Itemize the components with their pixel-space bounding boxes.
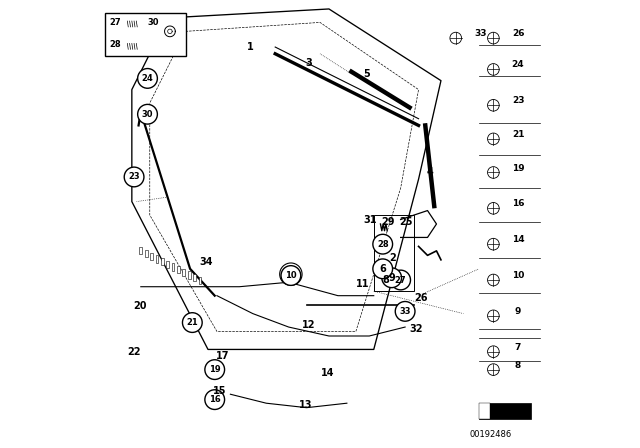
- Bar: [172, 263, 175, 271]
- Circle shape: [182, 313, 202, 332]
- Bar: [188, 271, 191, 279]
- Circle shape: [450, 32, 461, 44]
- Bar: [198, 277, 202, 284]
- Text: 30: 30: [148, 17, 159, 26]
- Circle shape: [488, 310, 499, 322]
- Circle shape: [488, 133, 499, 145]
- Circle shape: [488, 202, 499, 214]
- Circle shape: [138, 104, 157, 124]
- Text: 10: 10: [512, 271, 524, 280]
- Bar: [156, 255, 158, 263]
- Text: 5: 5: [364, 69, 371, 79]
- Text: 33: 33: [474, 29, 486, 38]
- Text: 15: 15: [213, 386, 227, 396]
- Text: 9: 9: [515, 307, 521, 316]
- Circle shape: [488, 167, 499, 178]
- Circle shape: [488, 32, 499, 44]
- Bar: [177, 266, 180, 273]
- Text: 10: 10: [285, 271, 297, 280]
- Text: 27: 27: [109, 17, 121, 26]
- Bar: [145, 250, 148, 257]
- Circle shape: [124, 167, 144, 187]
- Text: 23: 23: [128, 172, 140, 181]
- Circle shape: [391, 270, 410, 290]
- Text: 34: 34: [199, 257, 212, 267]
- Text: 16: 16: [512, 199, 524, 208]
- Text: 2: 2: [389, 253, 396, 263]
- Text: 29: 29: [381, 217, 395, 227]
- Circle shape: [373, 259, 392, 279]
- Text: 25: 25: [399, 217, 413, 227]
- Text: 6: 6: [380, 264, 386, 274]
- Text: 30: 30: [142, 110, 153, 119]
- Text: 8: 8: [383, 275, 390, 285]
- Bar: [140, 247, 142, 254]
- Text: 16: 16: [209, 395, 221, 404]
- Text: 21: 21: [512, 130, 524, 139]
- Text: 26: 26: [512, 29, 524, 38]
- Bar: [182, 269, 185, 276]
- Text: 14: 14: [321, 368, 335, 378]
- Circle shape: [281, 266, 301, 285]
- Text: 32: 32: [410, 324, 423, 334]
- Circle shape: [488, 274, 499, 286]
- Text: 13: 13: [299, 400, 312, 410]
- Text: 9: 9: [388, 273, 395, 283]
- Circle shape: [488, 64, 499, 75]
- Text: 28: 28: [377, 240, 388, 249]
- Text: 26: 26: [414, 293, 428, 303]
- Bar: [150, 253, 153, 260]
- Text: 8: 8: [515, 361, 521, 370]
- Text: 7: 7: [515, 343, 521, 352]
- Bar: [479, 403, 490, 419]
- Text: 31: 31: [364, 215, 377, 224]
- Text: 17: 17: [216, 351, 230, 361]
- Circle shape: [280, 263, 302, 285]
- Text: 33: 33: [399, 307, 411, 316]
- Text: 22: 22: [127, 347, 141, 357]
- Text: 00192486: 00192486: [469, 430, 511, 439]
- Circle shape: [488, 238, 499, 250]
- Bar: [161, 258, 164, 265]
- Text: 23: 23: [512, 96, 524, 105]
- Circle shape: [205, 360, 225, 379]
- Text: 11: 11: [356, 280, 369, 289]
- Text: 20: 20: [133, 301, 147, 310]
- Text: 14: 14: [512, 235, 524, 244]
- Bar: [105, 13, 186, 56]
- Text: 24: 24: [141, 74, 154, 83]
- Text: 24: 24: [512, 60, 524, 69]
- Circle shape: [373, 234, 392, 254]
- Text: 19: 19: [512, 164, 524, 172]
- Bar: [193, 274, 196, 281]
- Circle shape: [488, 99, 499, 111]
- Circle shape: [138, 69, 157, 88]
- Text: 21: 21: [186, 318, 198, 327]
- Text: 28: 28: [109, 40, 121, 49]
- Text: 27: 27: [395, 276, 406, 284]
- Circle shape: [488, 346, 499, 358]
- Bar: [479, 403, 531, 419]
- Circle shape: [396, 302, 415, 321]
- Text: 3: 3: [305, 58, 312, 68]
- Text: 19: 19: [209, 365, 221, 374]
- Circle shape: [488, 364, 499, 375]
- Text: 12: 12: [302, 320, 316, 330]
- Circle shape: [287, 270, 296, 279]
- Circle shape: [382, 268, 401, 288]
- Text: 4: 4: [426, 168, 433, 177]
- Circle shape: [205, 390, 225, 409]
- Text: 1: 1: [247, 42, 254, 52]
- Bar: [166, 261, 169, 268]
